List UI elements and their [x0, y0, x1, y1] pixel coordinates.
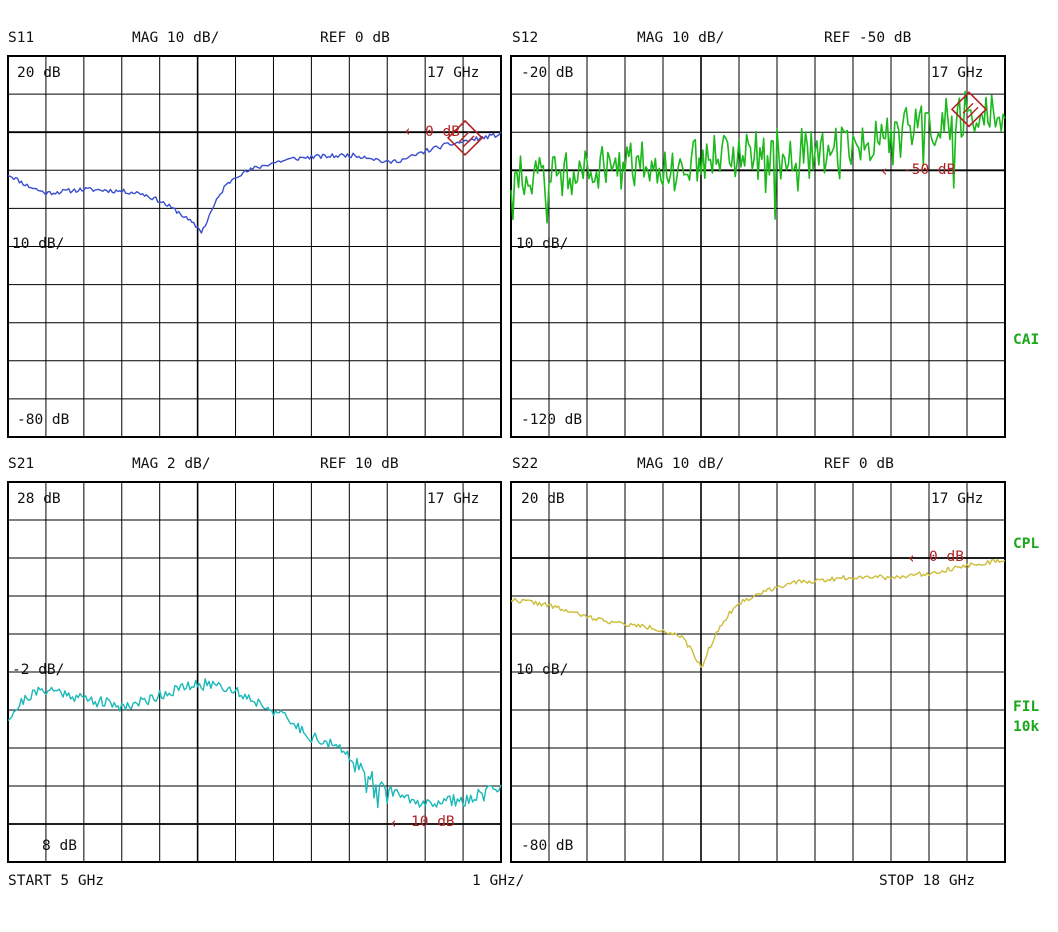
top-scale-label: 28 dB: [17, 491, 61, 507]
fil-bandwidth-value: 10k: [1013, 719, 1039, 735]
frequency-label: 17 GHz: [931, 65, 983, 81]
trace-line: [510, 90, 1006, 224]
grid: [511, 56, 1005, 437]
trace-name: S21: [8, 456, 34, 472]
mag-scale: MAG 10 dB/: [132, 30, 219, 46]
frequency-label: 17 GHz: [931, 491, 983, 507]
panel-s11: S11 MAG 10 dB/ REF 0 dB 20 dB 17 GHz 10 …: [7, 30, 502, 438]
marker-hatch: [962, 102, 979, 119]
ref-level: REF 0 dB: [320, 30, 390, 46]
trace-line: [511, 558, 1006, 668]
mag-scale: MAG 10 dB/: [637, 456, 724, 472]
frequency-label: 17 GHz: [427, 491, 479, 507]
div-scale-label: -2 dB/: [12, 662, 64, 678]
grid: [511, 482, 1005, 862]
ref-level: REF 10 dB: [320, 456, 399, 472]
bottom-scale-label: -80 dB: [17, 412, 70, 428]
frequency-label: 17 GHz: [427, 65, 479, 81]
ref-marker-label: 0 dB: [425, 124, 460, 140]
ref-marker-label: 0 dB: [929, 549, 964, 565]
data-trace: [7, 131, 502, 234]
ref-marker-label: -50 dB: [903, 162, 956, 178]
ref-arrow-icon: ‹: [880, 162, 889, 180]
grid: [8, 56, 501, 437]
ref-marker-label: 10 dB: [411, 814, 455, 830]
ref-arrow-icon: ‹: [403, 122, 412, 140]
ref-arrow-icon: ‹: [907, 549, 916, 567]
ref-level: REF 0 dB: [824, 456, 894, 472]
frequency-span-per-div: 1 GHz/: [472, 873, 524, 889]
trace-line: [7, 131, 502, 234]
div-scale-label: 10 dB/: [12, 236, 64, 252]
trace-name: S12: [512, 30, 538, 46]
start-frequency: START 5 GHz: [8, 873, 104, 889]
bottom-scale-label: -120 dB: [521, 412, 582, 428]
data-trace: [511, 558, 1006, 668]
top-scale-label: -20 dB: [521, 65, 574, 81]
trace-name: S11: [8, 30, 34, 46]
div-scale-label: 10 dB/: [516, 662, 568, 678]
trace-name: S22: [512, 456, 538, 472]
div-scale-label: 10 dB/: [516, 236, 568, 252]
top-scale-label: 20 dB: [521, 491, 565, 507]
mag-scale: MAG 10 dB/: [637, 30, 724, 46]
ref-arrow-icon: ‹: [389, 814, 398, 832]
trace-line: [7, 678, 502, 809]
data-trace: [7, 678, 502, 809]
panel-s21: S21 MAG 2 dB/ REF 10 dB 28 dB 17 GHz -2 …: [7, 456, 502, 863]
grid: [8, 482, 501, 862]
mag-scale: MAG 2 dB/: [132, 456, 211, 472]
data-trace: [510, 90, 1006, 224]
panel-s22: S22 MAG 10 dB/ REF 0 dB 20 dB 17 GHz 10 …: [510, 456, 1006, 863]
cpl-label: CPL: [1013, 536, 1039, 552]
stop-frequency: STOP 18 GHz: [879, 873, 975, 889]
bottom-scale-label: -80 dB: [521, 838, 574, 854]
bottom-scale-label: 8 dB: [42, 838, 77, 854]
ref-level: REF -50 dB: [824, 30, 912, 46]
panel-s12: S12 MAG 10 dB/ REF -50 dB -20 dB 17 GHz …: [510, 30, 1006, 438]
marker-diamond: [950, 91, 988, 128]
top-scale-label: 20 dB: [17, 65, 61, 81]
cal-label: CAI: [1013, 332, 1039, 348]
marker-diamond: [446, 119, 484, 157]
marker-symbol: [446, 119, 484, 157]
marker-hatch: [458, 131, 475, 148]
fil-label: FIL: [1013, 699, 1039, 715]
marker-symbol: [950, 91, 988, 128]
